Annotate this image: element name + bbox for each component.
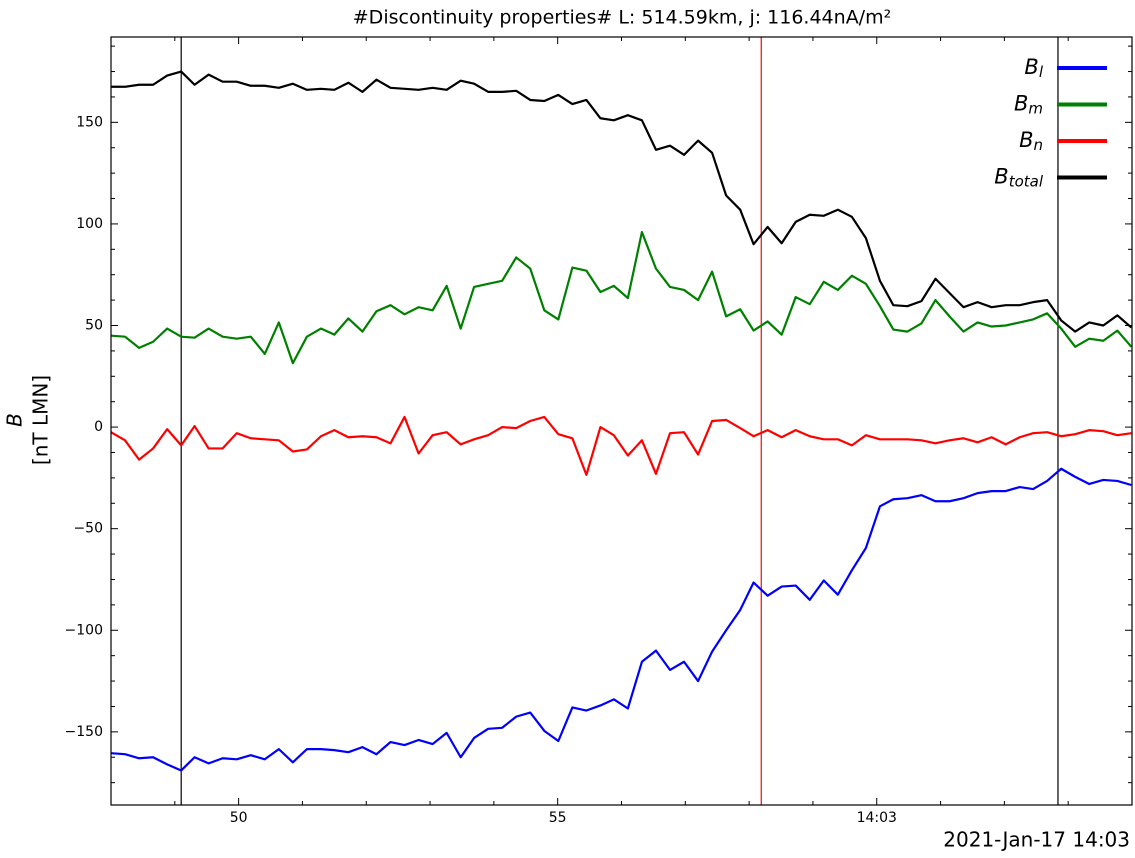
x-tick-label: 14:03 bbox=[857, 810, 897, 826]
legend-label-sub: l bbox=[1039, 63, 1044, 81]
series-line bbox=[111, 230, 1132, 365]
y-tick-label: 100 bbox=[76, 216, 103, 232]
chart-title: #Discontinuity properties# L: 514.59km, … bbox=[353, 7, 891, 29]
y-axis-unit: [nT LMN] bbox=[29, 375, 53, 465]
legend-label-main: B bbox=[1024, 55, 1038, 79]
x-tick-label: 50 bbox=[230, 810, 248, 826]
legend-label-main: B bbox=[1014, 92, 1028, 116]
x-tick-label: 55 bbox=[549, 810, 567, 826]
x-offset-label: 2021-Jan-17 14:03 bbox=[943, 828, 1130, 852]
series-line bbox=[111, 467, 1132, 772]
legend-label-sub: m bbox=[1028, 100, 1043, 118]
series-line bbox=[111, 415, 1132, 476]
legend-label: Bm bbox=[1014, 92, 1043, 118]
legend-label-main: B bbox=[994, 165, 1008, 189]
y-tick-label: −150 bbox=[65, 724, 103, 740]
legend-label-sub: total bbox=[1009, 173, 1044, 191]
y-tick-label: 150 bbox=[76, 114, 103, 130]
series-line bbox=[111, 70, 1132, 333]
plot-frame bbox=[110, 36, 1133, 806]
legend-label-main: B bbox=[1019, 128, 1033, 152]
y-tick-label: 0 bbox=[94, 419, 103, 435]
y-tick-label: −100 bbox=[65, 622, 103, 638]
legend-label: Bn bbox=[1019, 128, 1043, 154]
y-axis-label: B bbox=[3, 413, 27, 427]
y-tick-label: 50 bbox=[85, 318, 103, 334]
legend-label: Bl bbox=[1024, 55, 1043, 81]
legend-label-sub: n bbox=[1033, 136, 1043, 154]
legend-label: Btotal bbox=[994, 165, 1044, 191]
y-tick-label: −50 bbox=[73, 521, 103, 537]
